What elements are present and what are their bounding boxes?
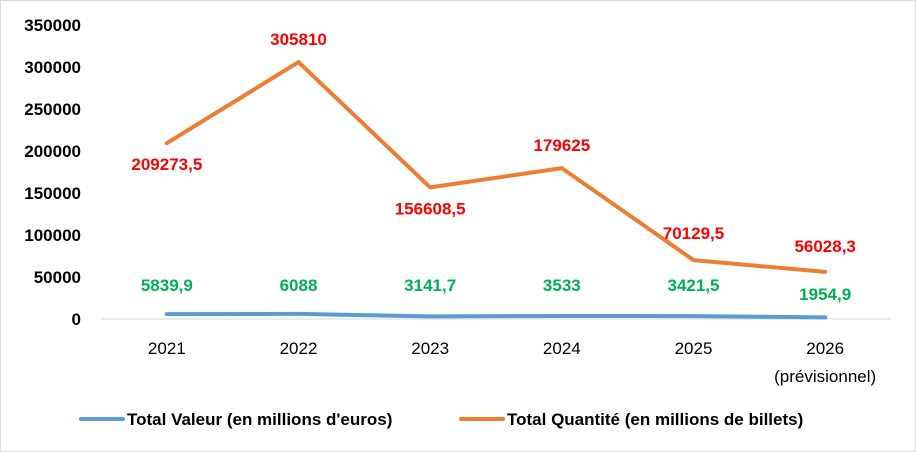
y-tick-label: 50000	[34, 268, 81, 287]
quantite-data-label: 56028,3	[794, 237, 855, 256]
quantite-data-label: 209273,5	[131, 155, 202, 174]
y-axis: 0 50000 100000 150000 200000 250000 300000 3500…	[24, 16, 81, 329]
x-tick-label: 2022	[280, 339, 318, 358]
quantite-data-label: 70129,5	[663, 224, 724, 243]
x-tick-sublabel: (prévisionnel)	[774, 367, 876, 386]
legend-quantite-label: Total Quantité (en millions de billets)	[507, 410, 803, 429]
y-tick-label: 0	[72, 310, 81, 329]
valeur-data-label: 6088	[280, 276, 318, 295]
data-labels: 5839,9 6088 3141,7 3533 3421,5 1954,9 209273,5…	[131, 30, 856, 304]
valeur-data-label: 5839,9	[141, 276, 193, 295]
valeur-series-line	[164, 311, 828, 320]
x-tick-label: 2021	[148, 339, 186, 358]
quantite-series-line	[164, 60, 828, 274]
y-tick-label: 100000	[24, 226, 81, 245]
quantite-data-label: 305810	[270, 30, 327, 49]
x-tick-label: 2026	[806, 339, 844, 358]
x-axis: 2021 2022 2023 2024 2025 2026 (prévisionnel)	[148, 339, 876, 386]
quantite-data-label: 179625	[533, 136, 590, 155]
x-tick-label: 2024	[543, 339, 581, 358]
valeur-data-label: 3533	[543, 276, 581, 295]
x-tick-label: 2023	[411, 339, 449, 358]
valeur-data-label: 3421,5	[668, 276, 720, 295]
y-tick-label: 200000	[24, 142, 81, 161]
valeur-data-label: 1954,9	[799, 285, 851, 304]
legend-valeur-label: Total Valeur (en millions d'euros)	[127, 410, 392, 429]
x-tick-label: 2025	[675, 339, 713, 358]
y-tick-label: 150000	[24, 184, 81, 203]
quantite-data-label: 156608,5	[395, 199, 466, 218]
y-tick-label: 350000	[24, 16, 81, 35]
series-lines	[164, 60, 828, 320]
valeur-data-label: 3141,7	[404, 276, 456, 295]
legend: Total Valeur (en millions d'euros) Total …	[79, 410, 803, 429]
y-tick-label: 250000	[24, 100, 81, 119]
y-tick-label: 300000	[24, 58, 81, 77]
